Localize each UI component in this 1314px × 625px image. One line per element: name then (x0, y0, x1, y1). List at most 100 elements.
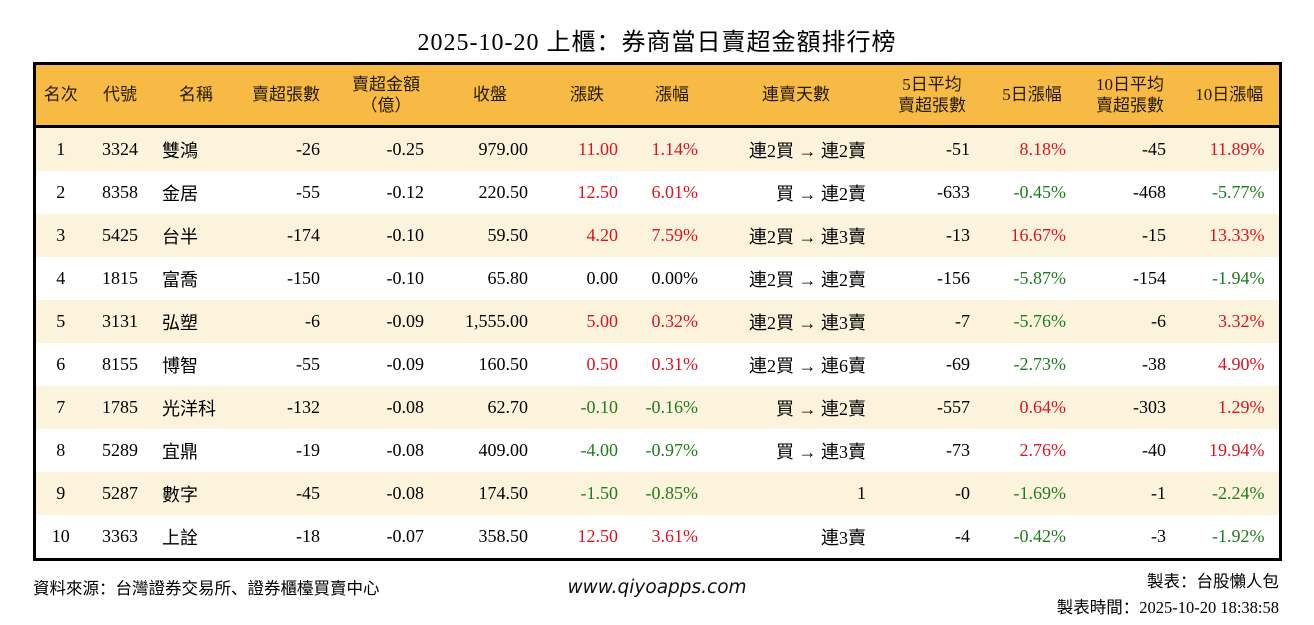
col-header-name: 名稱 (154, 63, 238, 128)
cell-net-sell-volume: -150 (287, 268, 320, 288)
data-source-label: 資料來源：台灣證券交易所、證券櫃檯買賣中心 (33, 579, 380, 598)
cell-change: 5.00 (586, 311, 619, 331)
cell-change-5d: -0.45% (1013, 182, 1067, 202)
website-label: www.qiyoapps.com (567, 577, 747, 598)
cell-close: 1,555.00 (465, 311, 528, 331)
cell-name: 金居 (162, 183, 198, 204)
cell-change-10d: -1.94% (1212, 268, 1265, 288)
cell-net-sell-volume: -55 (296, 182, 320, 202)
made-time-label: 製表時間：2025-10-20 18:38:58 (1056, 597, 1279, 617)
cell-code: 5425 (102, 225, 138, 245)
cell-net-sell-volume: -45 (296, 483, 320, 503)
cell-net-sell-amount: -0.08 (386, 397, 425, 417)
cell-change-5d: -2.73% (1013, 354, 1067, 374)
cell-net-sell-amount: -0.08 (386, 483, 425, 503)
cell-net-sell-volume: -132 (287, 397, 320, 417)
cell-rank: 10 (51, 526, 70, 546)
cell-change-pct: 0.31% (651, 354, 699, 374)
cell-change-pct: -0.97% (645, 440, 699, 460)
cell-close: 409.00 (478, 440, 529, 460)
cell-code: 8155 (102, 354, 138, 374)
table-row: 9 5287 數字 -45 -0.08 174.50 -1.50 -0.85% 1 -0 -1.69… (34, 472, 1280, 515)
cell-change-10d: 19.94% (1209, 440, 1265, 460)
cell-rank: 2 (56, 182, 66, 202)
col-header-net-sell-volume: 賣超張數 (238, 63, 334, 128)
table-row: 10 3363 上詮 -18 -0.07 358.50 12.50 3.61% 連3賣 -4 -0.… (34, 515, 1280, 560)
cell-code: 3131 (102, 311, 138, 331)
col-header-change: 漲跌 (542, 63, 632, 128)
cell-rank: 6 (56, 354, 66, 374)
cell-sell-streak: 連3賣 (821, 527, 866, 548)
cell-change: 4.20 (586, 225, 619, 245)
cell-sell-streak: 買 → 連2賣 (776, 183, 866, 204)
cell-change-10d: -5.77% (1212, 182, 1265, 202)
col-header-close: 收盤 (438, 63, 542, 128)
cell-close: 62.70 (487, 397, 529, 417)
cell-avg5-net-sell-volume: -69 (946, 354, 970, 374)
cell-sell-streak: 1 (857, 483, 866, 503)
cell-change: 12.50 (577, 182, 619, 202)
cell-sell-streak: 連2買 → 連2賣 (749, 140, 866, 161)
cell-net-sell-volume: -19 (296, 440, 320, 460)
cell-code: 3324 (102, 139, 138, 159)
cell-avg5-net-sell-volume: -0 (955, 483, 970, 503)
report-page: 2025-10-20 上櫃：券商當日賣超金額排行榜 名次 代號 名稱 賣超張數 賣超金額… (32, 30, 1282, 617)
cell-net-sell-amount: -0.09 (386, 311, 425, 331)
cell-avg10-net-sell-volume: -40 (1142, 440, 1166, 460)
cell-avg10-net-sell-volume: -303 (1133, 397, 1166, 417)
cell-code: 3363 (102, 526, 138, 546)
cell-rank: 4 (56, 268, 66, 288)
table-row: 2 8358 金居 -55 -0.12 220.50 12.50 6.01% 買 → 連2賣 -6… (34, 171, 1280, 214)
maker-label: 製表：台股懶人包 (1147, 572, 1279, 591)
cell-change-5d: 0.64% (1019, 397, 1067, 417)
cell-net-sell-volume: -26 (296, 139, 320, 159)
cell-avg10-net-sell-volume: -1 (1151, 483, 1166, 503)
col-header-change-5d: 5日漲幅 (984, 63, 1080, 128)
table-body: 1 3324 雙鴻 -26 -0.25 979.00 11.00 1.14% 連2買 → 連2賣… (34, 126, 1280, 560)
cell-change-10d: 4.90% (1218, 354, 1265, 374)
cell-avg10-net-sell-volume: -468 (1133, 182, 1166, 202)
cell-close: 65.80 (487, 268, 529, 288)
cell-change-10d: 11.89% (1209, 139, 1265, 159)
cell-code: 8358 (102, 182, 138, 202)
cell-code: 5287 (102, 483, 138, 503)
cell-close: 59.50 (487, 225, 529, 245)
cell-net-sell-amount: -0.10 (386, 225, 425, 245)
table-row: 5 3131 弘塑 -6 -0.09 1,555.00 5.00 0.32% 連2買 → 連3賣… (34, 300, 1280, 343)
cell-close: 160.50 (478, 354, 529, 374)
table-header-row: 名次 代號 名稱 賣超張數 賣超金額 （億） 收盤 漲跌 漲幅 連賣天數 5日平均 賣超張數 5日漲… (34, 63, 1280, 128)
cell-close: 358.50 (478, 526, 529, 546)
cell-change-pct: 7.59% (651, 225, 699, 245)
cell-avg5-net-sell-volume: -4 (955, 526, 970, 546)
cell-change-10d: 1.29% (1218, 397, 1265, 417)
cell-avg5-net-sell-volume: -557 (937, 397, 970, 417)
cell-change-pct: 0.32% (651, 311, 699, 331)
cell-change-pct: 3.61% (651, 526, 699, 546)
page-title: 2025-10-20 上櫃：券商當日賣超金額排行榜 (417, 30, 897, 56)
cell-avg5-net-sell-volume: -51 (946, 139, 970, 159)
cell-change-5d: -0.42% (1013, 526, 1067, 546)
cell-sell-streak: 買 → 連2賣 (776, 398, 866, 419)
cell-sell-streak: 連2買 → 連2賣 (749, 269, 866, 290)
cell-code: 5289 (102, 440, 138, 460)
report-footer: 資料來源：台灣證券交易所、證券櫃檯買賣中心 www.qiyoapps.com 製… (33, 569, 1281, 625)
cell-rank: 7 (56, 397, 66, 417)
cell-sell-streak: 買 → 連3賣 (776, 441, 866, 462)
cell-net-sell-amount: -0.08 (386, 440, 425, 460)
col-header-avg10-net-sell-volume: 10日平均 賣超張數 (1080, 63, 1180, 128)
cell-avg5-net-sell-volume: -7 (955, 311, 970, 331)
cell-change-5d: -5.76% (1013, 311, 1067, 331)
cell-avg10-net-sell-volume: -3 (1151, 526, 1166, 546)
cell-change-10d: 3.32% (1218, 311, 1265, 331)
cell-change-pct: -0.16% (645, 397, 699, 417)
cell-change: 12.50 (577, 526, 619, 546)
cell-avg10-net-sell-volume: -15 (1142, 225, 1166, 245)
cell-name: 數字 (162, 484, 198, 505)
cell-change-5d: 8.18% (1019, 139, 1067, 159)
cell-net-sell-amount: -0.12 (386, 182, 425, 202)
col-header-avg5-net-sell-volume: 5日平均 賣超張數 (880, 63, 984, 128)
cell-change-pct: 1.14% (651, 139, 699, 159)
table-row: 3 5425 台半 -174 -0.10 59.50 4.20 7.59% 連2買 → 連3賣 -… (34, 214, 1280, 257)
col-header-change-10d: 10日漲幅 (1180, 63, 1280, 128)
cell-name: 富喬 (162, 269, 198, 290)
